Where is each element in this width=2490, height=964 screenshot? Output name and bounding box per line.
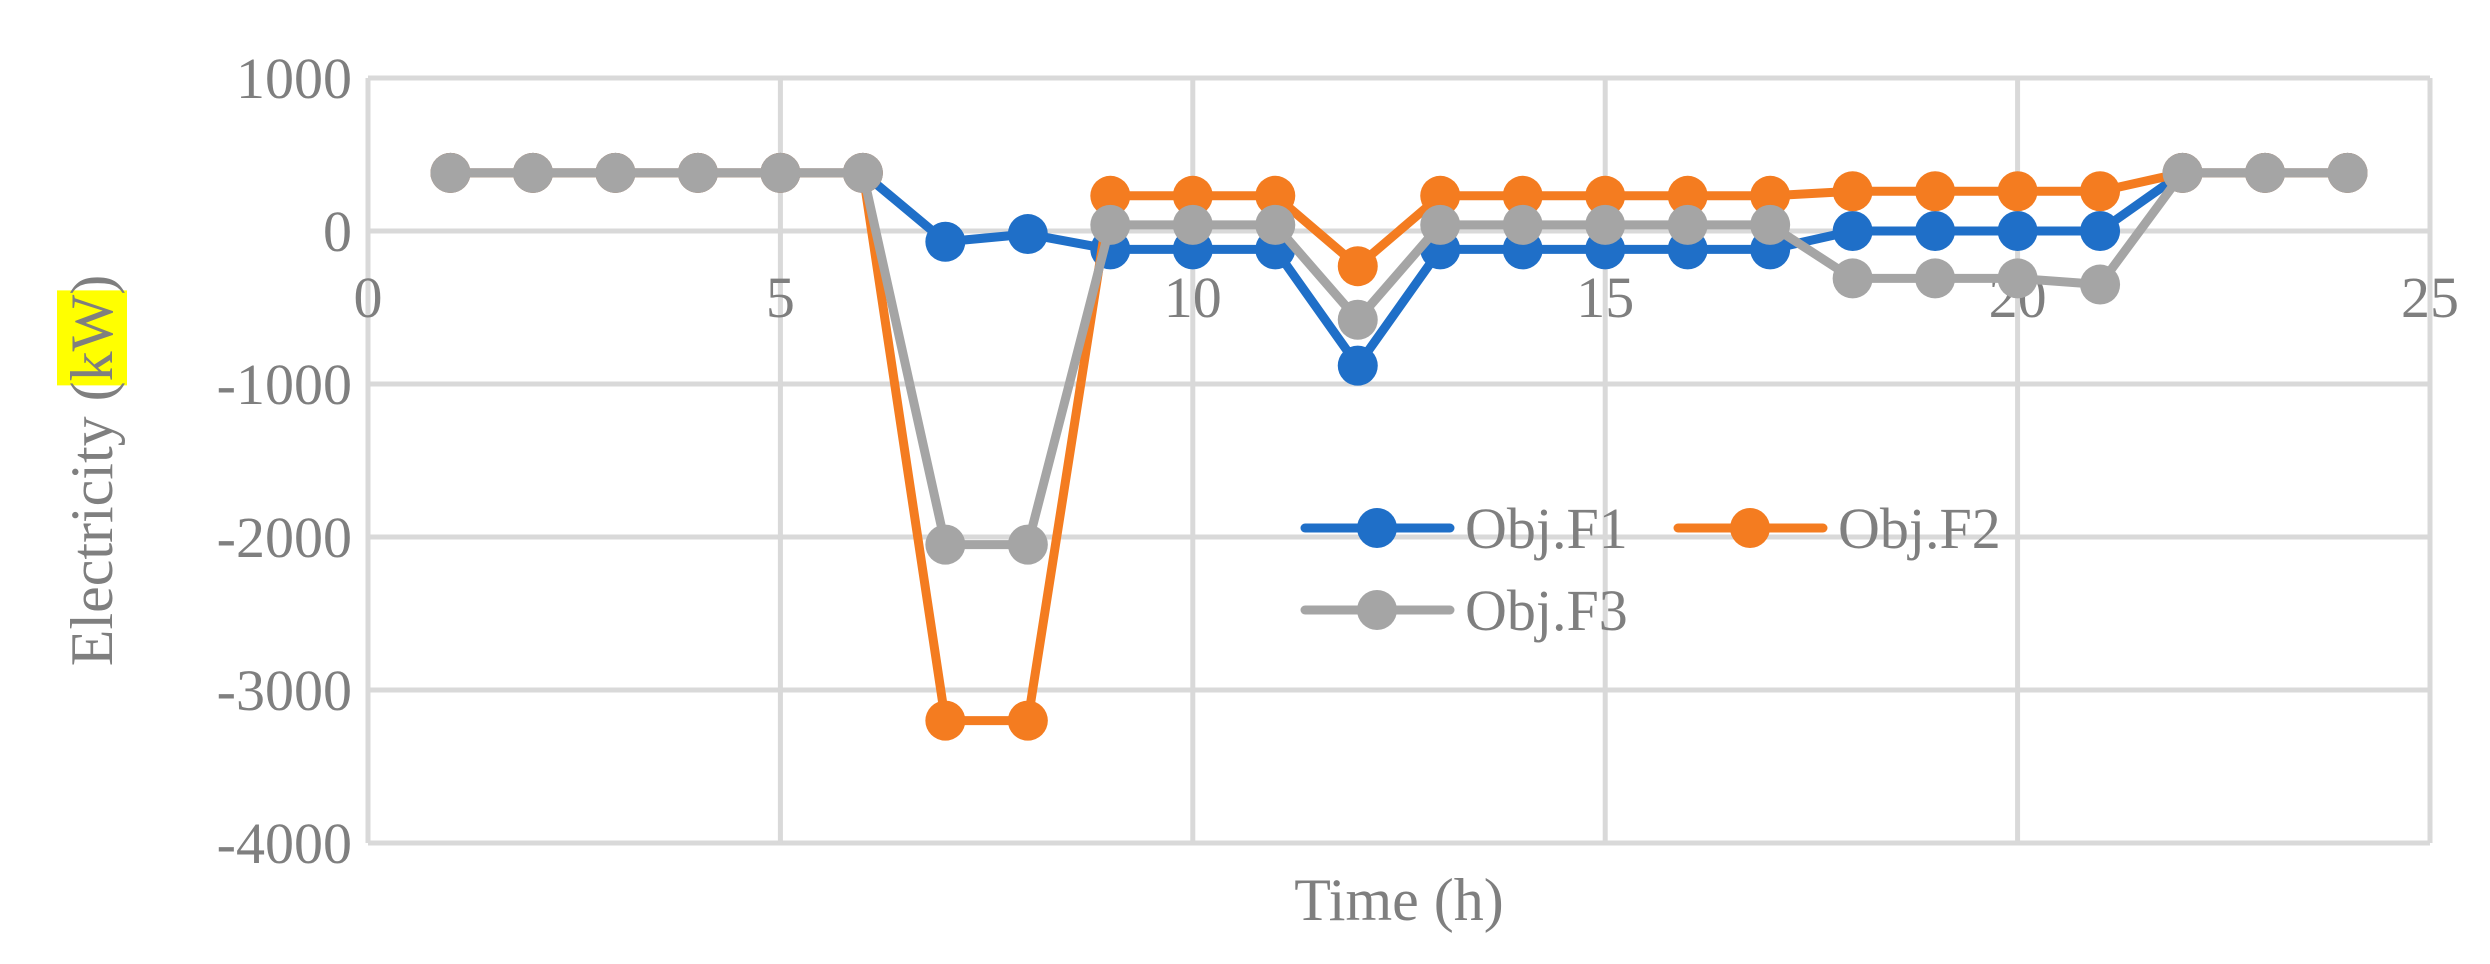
data-point xyxy=(1337,299,1378,340)
data-point xyxy=(1090,204,1131,245)
y-tick-label: 1000 xyxy=(236,46,352,111)
data-point xyxy=(1750,175,1791,216)
data-point xyxy=(1337,345,1378,386)
data-point xyxy=(842,152,883,193)
data-point xyxy=(1585,175,1626,216)
x-tick-label: 0 xyxy=(354,265,383,330)
legend-swatch-marker xyxy=(1357,508,1397,548)
x-tick-label: 15 xyxy=(1576,265,1634,330)
data-point xyxy=(1667,204,1708,245)
data-point xyxy=(760,152,801,193)
data-point xyxy=(1997,258,2038,299)
legend-item: Obj.F2 xyxy=(1673,496,2001,561)
data-point xyxy=(1502,175,1543,216)
legend-label: Obj.F3 xyxy=(1465,578,1628,643)
legend-item: Obj.F1 xyxy=(1300,496,1628,561)
data-point xyxy=(1502,204,1543,245)
data-point xyxy=(1997,171,2038,212)
x-tick-label: 25 xyxy=(2401,265,2459,330)
data-point xyxy=(1667,175,1708,216)
svg-text:Electricity (kW): Electricity (kW) xyxy=(59,275,125,666)
data-point xyxy=(2080,171,2121,212)
x-tick-label: 5 xyxy=(766,265,795,330)
legend-swatch-marker xyxy=(1730,508,1770,548)
series-layer xyxy=(430,152,2368,741)
series-obj-f2 xyxy=(430,152,2368,741)
data-point xyxy=(1420,175,1461,216)
data-point xyxy=(1007,524,1048,565)
data-point xyxy=(925,700,966,741)
y-tick-label: -4000 xyxy=(217,811,352,876)
data-point xyxy=(1832,258,1873,299)
data-point xyxy=(1007,214,1048,255)
data-point xyxy=(2162,152,2203,193)
series-line xyxy=(445,168,2353,726)
x-axis-title: Time (h) xyxy=(1294,867,1503,933)
data-point xyxy=(1915,171,1956,212)
y-axis-title: Electricity (kW) xyxy=(57,275,127,666)
data-point xyxy=(1420,204,1461,245)
data-point xyxy=(677,152,718,193)
data-point xyxy=(1832,171,1873,212)
grid-layer xyxy=(365,75,2433,846)
legend-item: Obj.F3 xyxy=(1300,578,1628,643)
ylabel-suffix: ) xyxy=(59,275,125,295)
legend: Obj.F1 Obj.F2 Obj.F3 xyxy=(1300,496,2001,643)
y-tick-label: -2000 xyxy=(217,505,352,570)
legend-swatch-marker xyxy=(1357,590,1397,630)
data-point xyxy=(1915,258,1956,299)
ylabel-unit: kW xyxy=(59,294,125,381)
data-point xyxy=(1832,211,1873,251)
ylabel-prefix: Electricity ( xyxy=(59,381,125,666)
ylabel-highlight xyxy=(57,290,127,386)
legend-label: Obj.F2 xyxy=(1838,496,2001,561)
data-point xyxy=(1255,175,1296,216)
data-point xyxy=(1997,211,2038,251)
y-tick-label: -3000 xyxy=(217,658,352,723)
series-obj-f3 xyxy=(430,152,2368,565)
data-point xyxy=(1090,175,1131,216)
data-point xyxy=(430,152,471,193)
data-point xyxy=(1337,246,1378,287)
data-point xyxy=(595,152,636,193)
y-tick-label: -1000 xyxy=(217,352,352,417)
data-point xyxy=(1007,700,1048,741)
y-tick-label: 0 xyxy=(323,199,352,264)
data-point xyxy=(1915,211,1956,251)
legend-label: Obj.F1 xyxy=(1465,496,1628,561)
x-tick-label: 10 xyxy=(1164,265,1222,330)
data-point xyxy=(1255,204,1296,245)
data-point xyxy=(2245,152,2286,193)
data-point xyxy=(925,524,966,565)
data-point xyxy=(2080,211,2121,251)
data-point xyxy=(1585,204,1626,245)
data-point xyxy=(512,152,553,193)
data-point xyxy=(2080,264,2121,305)
data-point xyxy=(1172,175,1213,216)
data-point xyxy=(2327,152,2368,193)
data-point xyxy=(925,221,966,262)
data-point xyxy=(1750,204,1791,245)
data-point xyxy=(1172,204,1213,245)
